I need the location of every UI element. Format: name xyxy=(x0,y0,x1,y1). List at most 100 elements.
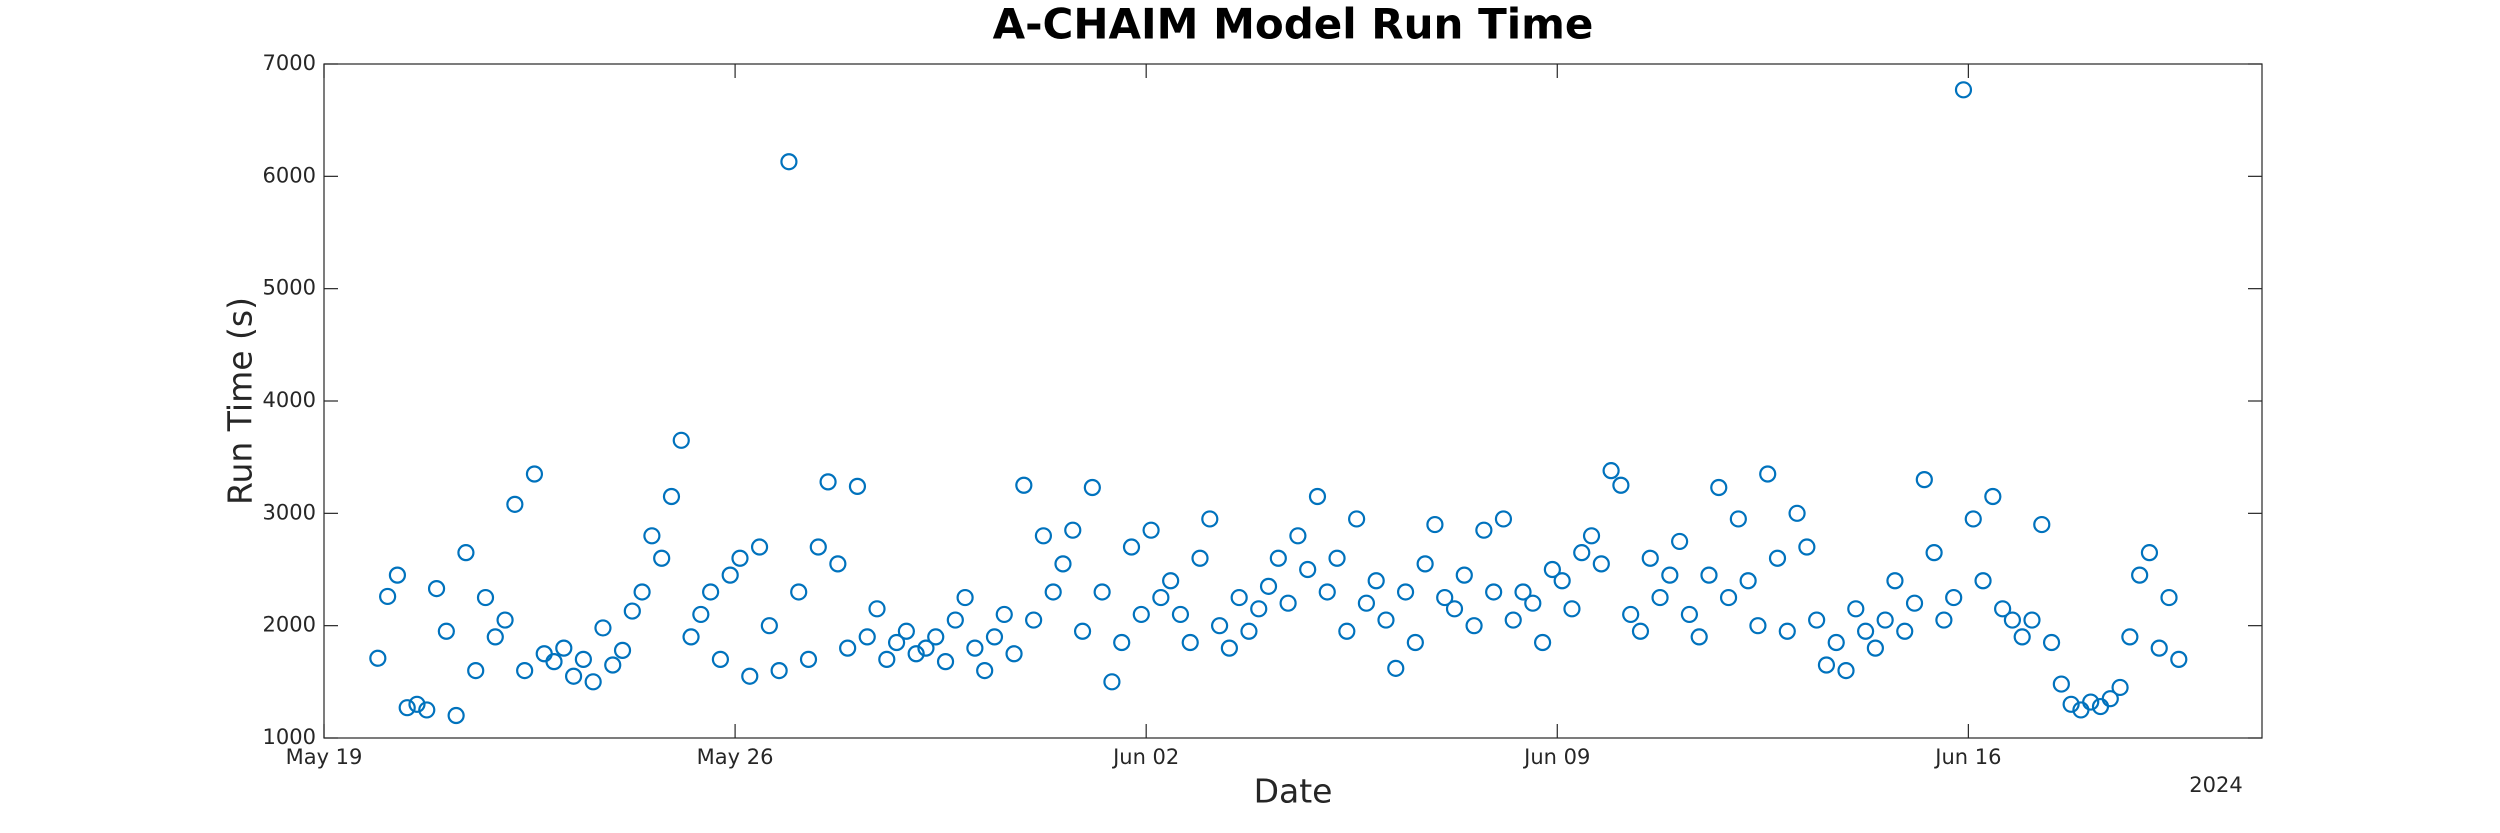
data-point xyxy=(1034,527,1053,545)
chart-title: A-CHAIM Model Run Time xyxy=(993,0,1594,49)
data-point xyxy=(1455,566,1473,584)
data-point xyxy=(2023,611,2041,629)
data-point xyxy=(1514,583,1532,601)
data-point xyxy=(564,667,583,685)
data-point xyxy=(525,465,544,483)
y-tick-label: 2000 xyxy=(263,613,316,637)
data-point xyxy=(1954,81,1973,99)
data-point xyxy=(555,639,573,657)
data-point xyxy=(388,566,407,584)
data-point xyxy=(1181,633,1199,652)
data-point xyxy=(770,661,788,680)
data-point xyxy=(907,645,925,663)
y-tick-label: 3000 xyxy=(263,500,316,524)
data-point xyxy=(917,639,935,657)
data-point xyxy=(633,583,651,601)
data-point xyxy=(1416,555,1434,573)
data-point xyxy=(1964,510,1982,528)
data-point xyxy=(1465,617,1483,635)
data-point xyxy=(1338,622,1356,640)
data-point xyxy=(1093,583,1111,601)
data-point xyxy=(1817,656,1836,674)
data-point xyxy=(1690,628,1708,646)
data-point xyxy=(731,549,749,567)
data-point xyxy=(1210,617,1229,635)
data-point xyxy=(887,633,906,652)
data-point xyxy=(1328,549,1346,567)
data-point xyxy=(1357,594,1376,612)
data-point xyxy=(1856,622,1875,640)
data-point xyxy=(1044,583,1062,601)
data-point xyxy=(1582,527,1601,545)
data-point xyxy=(408,695,426,713)
data-point xyxy=(506,495,524,513)
data-point xyxy=(1230,588,1248,607)
data-point xyxy=(1220,639,1238,657)
data-point xyxy=(1768,549,1787,567)
data-point xyxy=(848,477,867,495)
data-point xyxy=(613,641,632,659)
x-tick-label: May 19 xyxy=(286,745,363,769)
data-point xyxy=(437,622,455,640)
data-point xyxy=(1054,555,1072,573)
data-point xyxy=(1132,605,1150,624)
data-point xyxy=(995,605,1013,624)
data-point xyxy=(1641,549,1659,567)
data-point xyxy=(1367,572,1385,590)
data-point xyxy=(2101,690,2119,708)
data-point xyxy=(1710,478,1728,497)
data-point xyxy=(1622,605,1640,624)
data-point xyxy=(1974,572,1992,590)
data-point xyxy=(711,650,730,668)
data-point xyxy=(545,653,563,671)
data-point xyxy=(2131,566,2149,584)
data-point xyxy=(839,639,857,657)
data-point xyxy=(1103,673,1121,691)
data-point xyxy=(956,588,974,607)
data-point xyxy=(2013,628,2031,646)
data-point xyxy=(1915,471,1933,489)
data-point xyxy=(721,566,739,584)
y-tick-label: 4000 xyxy=(263,388,316,412)
data-point xyxy=(1015,476,1033,494)
data-point xyxy=(604,656,622,674)
data-point xyxy=(2052,675,2070,693)
data-point xyxy=(1279,594,1297,612)
y-tick-label: 7000 xyxy=(263,51,316,75)
data-point xyxy=(858,628,876,646)
data-point xyxy=(966,639,984,657)
data-point xyxy=(476,588,495,607)
data-point xyxy=(1533,633,1552,652)
data-point xyxy=(574,650,592,668)
data-point xyxy=(418,701,436,719)
data-point xyxy=(1553,572,1571,590)
data-point xyxy=(1759,465,1777,483)
x-year-label: 2024 xyxy=(2189,773,2242,797)
data-point xyxy=(1142,521,1160,539)
data-point xyxy=(780,153,798,171)
data-point xyxy=(2150,639,2168,657)
data-point xyxy=(1896,622,1914,640)
data-point xyxy=(868,600,886,618)
data-point xyxy=(1935,611,1953,629)
data-point xyxy=(1445,600,1464,618)
data-point xyxy=(1739,572,1757,590)
data-point xyxy=(467,661,485,680)
data-point xyxy=(1945,588,1963,607)
data-point xyxy=(829,555,847,573)
data-point xyxy=(790,583,808,601)
data-point xyxy=(1631,622,1650,640)
data-point xyxy=(702,583,720,601)
data-point xyxy=(750,538,769,556)
data-point xyxy=(623,602,641,620)
x-tick-label: Jun 16 xyxy=(1933,745,2001,769)
data-point xyxy=(2003,611,2022,629)
y-tick-label: 1000 xyxy=(263,725,316,749)
x-tick-label: May 26 xyxy=(697,745,774,769)
data-point xyxy=(1651,588,1669,607)
data-point xyxy=(1308,487,1327,506)
data-point xyxy=(799,650,818,668)
data-point xyxy=(682,628,700,646)
